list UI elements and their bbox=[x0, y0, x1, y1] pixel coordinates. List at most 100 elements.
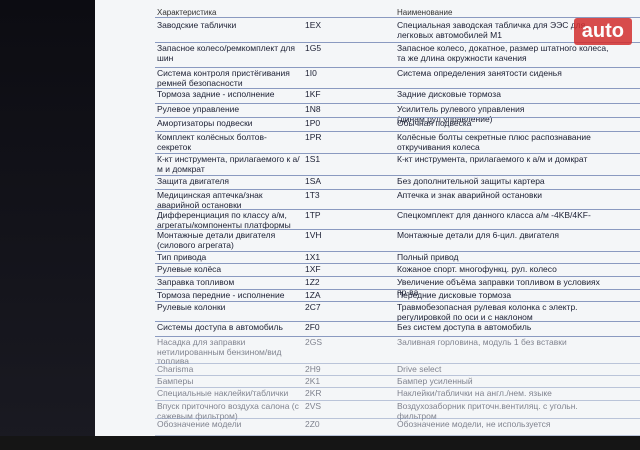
characteristic: К-кт инструмента, прилагаемого к а/м и д… bbox=[157, 154, 300, 174]
header-rule bbox=[155, 17, 640, 18]
description: Обозначение модели, не используется bbox=[397, 419, 551, 429]
characteristic: Защита двигателя bbox=[157, 176, 229, 186]
characteristic: Насадка для заправки нетилированным бенз… bbox=[157, 337, 282, 366]
characteristic: Система контроля пристёгивания ремней бе… bbox=[157, 68, 290, 88]
code: 1EX bbox=[305, 20, 322, 30]
characteristic: Амортизаторы подвески bbox=[157, 118, 253, 128]
description: Усилитель рулевого управления (динам.рул… bbox=[397, 104, 525, 124]
row-rule bbox=[155, 336, 640, 337]
code: 1Z2 bbox=[305, 277, 320, 287]
description: Наклейки/таблички на англ./нем. языке bbox=[397, 388, 552, 398]
row-rule bbox=[155, 276, 640, 277]
code: 2KR bbox=[305, 388, 322, 398]
description: Заливная горловина, модуль 1 без вставки bbox=[397, 337, 567, 347]
characteristic: Специальные наклейки/таблички bbox=[157, 388, 289, 398]
description: К-кт инструмента, прилагаемого к а/м и д… bbox=[397, 154, 588, 164]
characteristic: Обозначение модели bbox=[157, 419, 242, 429]
characteristic: Комплект колёсных болтов-секреток bbox=[157, 132, 267, 152]
characteristic: Заправка топливом bbox=[157, 277, 235, 287]
code: 1KF bbox=[305, 89, 321, 99]
row-rule bbox=[155, 131, 640, 132]
row-rule bbox=[155, 117, 640, 118]
characteristic: Тормоза задние - исполнение bbox=[157, 89, 275, 99]
description: Без дополнительной защиты картера bbox=[397, 176, 545, 186]
code: 2H9 bbox=[305, 364, 321, 374]
column-header: Наименование bbox=[397, 8, 453, 17]
row-rule bbox=[155, 418, 640, 419]
row-rule bbox=[155, 263, 640, 264]
row-rule bbox=[155, 387, 640, 388]
description: Специальная заводская табличка для ЭЭС д… bbox=[397, 20, 586, 40]
row-rule bbox=[155, 175, 640, 176]
code: 1I0 bbox=[305, 68, 317, 78]
characteristic: Рулевое управление bbox=[157, 104, 240, 114]
row-rule bbox=[155, 363, 640, 364]
row-rule bbox=[155, 229, 640, 230]
row-rule bbox=[155, 289, 640, 290]
code: 2GS bbox=[305, 337, 323, 347]
description: Колёсные болты секретные плюс распознава… bbox=[397, 132, 591, 152]
characteristic: Charisma bbox=[157, 364, 194, 374]
row-rule bbox=[155, 103, 640, 104]
characteristic: Рулевые колёса bbox=[157, 264, 222, 274]
code: 1N8 bbox=[305, 104, 321, 114]
description: Травмобезопасная рулевая колонка с элект… bbox=[397, 302, 578, 322]
row-rule bbox=[155, 400, 640, 401]
description: Задние дисковые тормоза bbox=[397, 89, 501, 99]
description: Бампер усиленный bbox=[397, 376, 473, 386]
code: 1ZA bbox=[305, 290, 321, 300]
watermark: auto bbox=[573, 18, 632, 45]
characteristic: Тормоза передние - исполнение bbox=[157, 290, 285, 300]
row-rule bbox=[155, 251, 640, 252]
description: Запасное колесо, докатное, размер штатно… bbox=[397, 43, 609, 63]
characteristic: Монтажные детали двигателя (силового агр… bbox=[157, 230, 276, 250]
characteristic: Впуск приточного воздуха салона (с сажев… bbox=[157, 401, 299, 421]
row-rule bbox=[155, 153, 640, 154]
description: Обычная подвеска bbox=[397, 118, 472, 128]
screen-bezel-bottom bbox=[0, 436, 640, 450]
description: Передние дисковые тормоза bbox=[397, 290, 512, 300]
code: 2C7 bbox=[305, 302, 321, 312]
description: Без систем доступа в автомобиль bbox=[397, 322, 532, 332]
characteristic: Бамперы bbox=[157, 376, 194, 386]
characteristic: Запасное колесо/ремкомплект для шин bbox=[157, 43, 295, 63]
screen-bezel bbox=[0, 0, 95, 450]
row-rule bbox=[155, 189, 640, 190]
row-rule bbox=[155, 42, 640, 43]
code: 1TP bbox=[305, 210, 321, 220]
description: Drive select bbox=[397, 364, 442, 374]
row-rule bbox=[155, 209, 640, 210]
row-rule bbox=[155, 435, 640, 436]
code: 1X1 bbox=[305, 252, 321, 262]
code: 1SA bbox=[305, 176, 322, 186]
description: Монтажные детали для 6-цил. двигателя bbox=[397, 230, 559, 240]
code: 2F0 bbox=[305, 322, 320, 332]
code: 1G5 bbox=[305, 43, 322, 53]
row-rule bbox=[155, 301, 640, 302]
characteristic: Тип привода bbox=[157, 252, 207, 262]
code: 1XF bbox=[305, 264, 321, 274]
column-header: Характеристика bbox=[157, 8, 217, 17]
characteristic: Заводские таблички bbox=[157, 20, 237, 30]
code: 2VS bbox=[305, 401, 322, 411]
row-rule bbox=[155, 321, 640, 322]
description: Система определения занятости сиденья bbox=[397, 68, 562, 78]
description: Аптечка и знак аварийной остановки bbox=[397, 190, 542, 200]
description: Кожаное спорт. многофункц. рул. колесо bbox=[397, 264, 557, 274]
description: Воздухозаборник приточн.вентиляц. с угол… bbox=[397, 401, 578, 421]
characteristic: Системы доступа в автомобиль bbox=[157, 322, 283, 332]
row-rule bbox=[155, 67, 640, 68]
row-rule bbox=[155, 375, 640, 376]
code: 1P0 bbox=[305, 118, 321, 128]
code: 1VH bbox=[305, 230, 322, 240]
code: 1PR bbox=[305, 132, 322, 142]
characteristic: Рулевые колонки bbox=[157, 302, 226, 312]
description: Увеличение объёма заправки топливом в ус… bbox=[397, 277, 600, 297]
characteristic: Дифференциация по классу а/м, агрегаты/к… bbox=[157, 210, 291, 230]
code: 1S1 bbox=[305, 154, 321, 164]
code: 2Z0 bbox=[305, 419, 320, 429]
description: Спецкомплект для данного класса а/м -4KB… bbox=[397, 210, 591, 220]
code: 1T3 bbox=[305, 190, 320, 200]
description: Полный привод bbox=[397, 252, 459, 262]
